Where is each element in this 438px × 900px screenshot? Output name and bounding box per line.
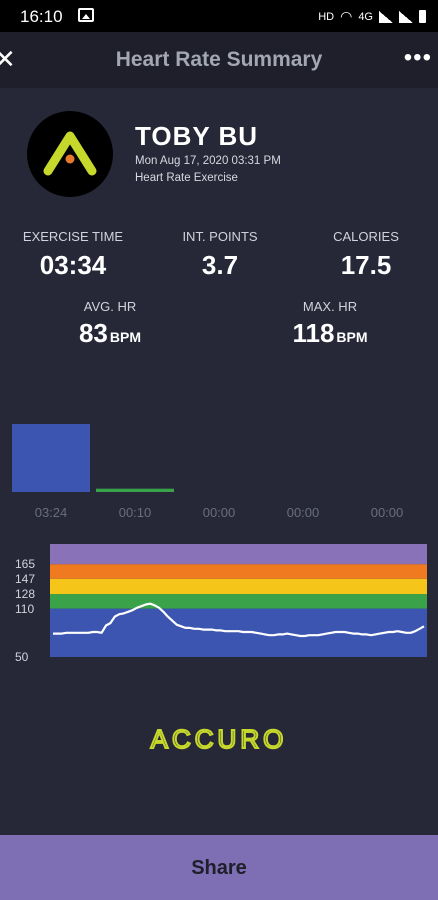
hr-axis-tick: 110 xyxy=(15,601,35,616)
hr-zone-band-1 xyxy=(50,608,427,657)
zone-bar-1 xyxy=(12,424,90,492)
zone-bar-label: 00:00 xyxy=(286,505,320,520)
app-bar: ✕ Heart Rate Summary ••• xyxy=(0,32,438,88)
hr-zone-band-4 xyxy=(50,564,427,579)
zone-bar-label: 00:10 xyxy=(118,505,152,520)
hr-zone-band-5 xyxy=(50,544,427,565)
zone-bar-label: 03:24 xyxy=(34,505,68,520)
accuro-wordmark-text: ACCURO xyxy=(151,724,288,754)
max-hr-value: 118 BPM xyxy=(270,318,390,349)
max-hr-unit: BPM xyxy=(336,329,368,345)
user-name: TOBY BU xyxy=(135,121,259,151)
avg-hr-value: 83 BPM xyxy=(50,318,170,349)
page-title: Heart Rate Summary xyxy=(115,48,323,71)
hd-indicator: HD xyxy=(318,10,335,23)
share-button[interactable]: Share xyxy=(0,835,438,900)
accuro-logo: ACCURO xyxy=(0,720,438,765)
zone-time-chart xyxy=(12,424,174,492)
zone-bar-label: 00:00 xyxy=(370,505,404,520)
int-points-label: INT. POINTS xyxy=(182,229,258,244)
hr-axis-tick: 165 xyxy=(15,557,36,572)
hr-zone-band-3 xyxy=(50,578,427,595)
avatar xyxy=(27,111,113,197)
wifi-icon: ◠ xyxy=(340,8,353,24)
battery-icon xyxy=(419,10,426,23)
max-hr-number: 118 xyxy=(292,318,335,348)
calories-value: 17.5 xyxy=(340,250,392,280)
avg-hr-label: AVG. HR xyxy=(83,299,137,314)
close-icon[interactable]: ✕ xyxy=(0,44,16,74)
accuro-wordmark-icon: ACCURO xyxy=(150,723,288,755)
exercise-time-label: EXERCISE TIME xyxy=(22,229,124,244)
int-points-value: 3.7 xyxy=(201,250,239,280)
hr-axis-tick: 128 xyxy=(15,587,36,602)
hr-axis-tick: 147 xyxy=(15,571,36,586)
signal-icon xyxy=(379,10,393,23)
heart-rate-line xyxy=(53,602,425,638)
share-label: Share xyxy=(191,857,247,879)
hr-axis-tick: 50 xyxy=(15,650,29,664)
session-date: Mon Aug 17, 2020 03:31 PM xyxy=(135,155,281,167)
status-time: 16:10 xyxy=(20,7,63,26)
avg-hr-number: 83 xyxy=(78,318,108,348)
zone-bar-2 xyxy=(96,488,174,492)
zone-bar-label: 00:00 xyxy=(202,505,236,520)
photo-icon xyxy=(78,8,94,22)
status-icons: HD ◠ 4G xyxy=(318,8,426,25)
signal-icon-2 xyxy=(399,10,413,23)
max-hr-label: MAX. HR xyxy=(302,299,358,314)
status-bar: 16:10 HD ◠ 4G xyxy=(0,0,438,32)
avg-hr-unit: BPM xyxy=(109,329,142,345)
hr-zone-band-2 xyxy=(50,594,427,609)
heart-rate-chart xyxy=(50,544,427,657)
more-vert-icon[interactable]: ••• xyxy=(403,44,432,71)
accuro-mark-icon xyxy=(43,131,97,176)
calories-label: CALORIES xyxy=(333,229,399,244)
lte-indicator: 4G xyxy=(358,10,373,23)
session-type: Heart Rate Exercise xyxy=(135,172,238,184)
exercise-time-value: 03:34 xyxy=(39,250,107,280)
